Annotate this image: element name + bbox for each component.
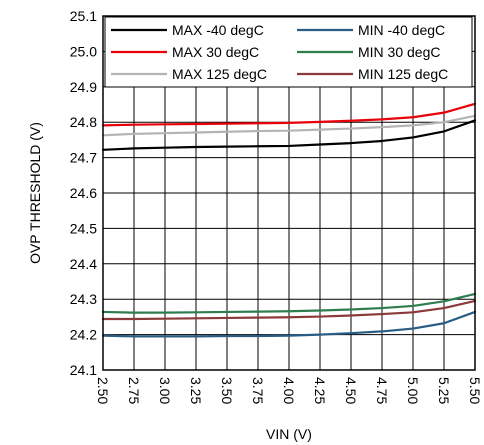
legend-label: MIN 125 degC — [358, 66, 448, 82]
legend-label: MIN 30 degC — [358, 44, 440, 60]
y-tick-label: 24.2 — [70, 327, 97, 343]
y-tick-labels: 24.1 24.2 24.3 24.4 24.5 24.6 24.7 24.8 24.9 25.0… — [70, 8, 97, 378]
legend-label: MAX 125 degC — [172, 66, 267, 82]
x-tick-label: 3.25 — [188, 377, 204, 404]
legend-label: MAX -40 degC — [172, 22, 264, 38]
series-lines — [101, 102, 477, 338]
x-tick-label: 5.50 — [467, 377, 483, 404]
legend: MAX -40 degC MIN -40 degC MAX 30 degC MIN 3… — [104, 16, 473, 88]
y-tick-label: 24.3 — [70, 291, 97, 307]
x-tick-label: 3.50 — [219, 377, 235, 404]
y-tick-label: 24.9 — [70, 79, 97, 95]
x-tick-label: 2.50 — [95, 377, 111, 404]
y-tick-label: 24.5 — [70, 220, 97, 236]
y-tick-label: 24.7 — [70, 150, 97, 166]
series-line — [101, 299, 477, 321]
y-tick-label: 24.8 — [70, 114, 97, 130]
y-tick-label: 25.0 — [70, 43, 97, 59]
y-tick-label: 25.1 — [70, 8, 97, 24]
x-tick-label: 4.75 — [374, 377, 390, 404]
x-tick-labels: 2.50 2.75 3.00 3.25 3.50 3.75 4.00 4.25 4.50 4.75… — [95, 377, 483, 404]
y-tick-label: 24.6 — [70, 185, 97, 201]
series-line — [101, 292, 477, 314]
series-line — [101, 310, 477, 338]
x-tick-label: 4.00 — [281, 377, 297, 404]
legend-label: MAX 30 degC — [172, 44, 259, 60]
y-axis-title: OVP THRESHOLD (V) — [27, 122, 43, 264]
x-tick-label: 5.00 — [405, 377, 421, 404]
series-line — [101, 114, 477, 137]
x-tick-label: 3.75 — [250, 377, 266, 404]
x-tick-label: 2.75 — [126, 377, 142, 404]
series-line — [101, 102, 477, 127]
series-line — [101, 119, 477, 151]
x-axis-title: VIN (V) — [266, 426, 312, 442]
y-tick-label: 24.4 — [70, 256, 97, 272]
plot-frame — [102, 15, 476, 371]
x-tick-label: 3.00 — [157, 377, 173, 404]
legend-label: MIN -40 degC — [358, 22, 445, 38]
x-tick-label: 4.25 — [312, 377, 328, 404]
y-tick-label: 24.1 — [70, 362, 97, 378]
x-tick-label: 5.25 — [436, 377, 452, 404]
x-tick-label: 4.50 — [343, 377, 359, 404]
